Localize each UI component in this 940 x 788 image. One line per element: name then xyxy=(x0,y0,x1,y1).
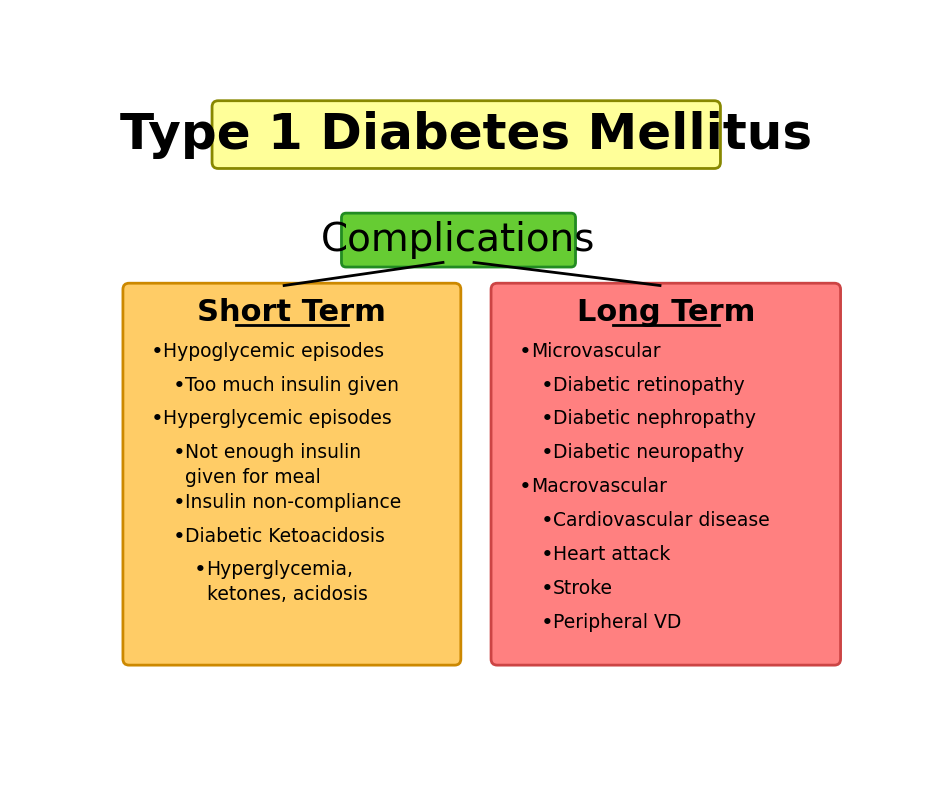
Text: Not enough insulin
given for meal: Not enough insulin given for meal xyxy=(185,444,361,487)
Text: Macrovascular: Macrovascular xyxy=(531,478,667,496)
Text: •: • xyxy=(150,410,164,429)
Text: Peripheral VD: Peripheral VD xyxy=(553,613,681,632)
Text: Hyperglycemia,
ketones, acidosis: Hyperglycemia, ketones, acidosis xyxy=(207,560,368,604)
Text: •: • xyxy=(540,376,554,396)
Text: •: • xyxy=(540,410,554,429)
Text: Stroke: Stroke xyxy=(553,579,613,598)
Text: Too much insulin given: Too much insulin given xyxy=(185,376,399,395)
Text: Type 1 Diabetes Mellitus: Type 1 Diabetes Mellitus xyxy=(120,110,812,158)
Text: Short Term: Short Term xyxy=(197,298,386,327)
Text: •: • xyxy=(173,444,185,463)
Text: Diabetic nephropathy: Diabetic nephropathy xyxy=(553,410,756,429)
Text: •: • xyxy=(519,342,532,362)
Text: •: • xyxy=(173,376,185,396)
FancyBboxPatch shape xyxy=(123,283,461,665)
FancyBboxPatch shape xyxy=(341,213,575,267)
Text: •: • xyxy=(173,526,185,547)
Text: •: • xyxy=(540,613,554,633)
Text: •: • xyxy=(540,444,554,463)
Text: Hyperglycemic episodes: Hyperglycemic episodes xyxy=(164,410,392,429)
Text: •: • xyxy=(173,492,185,513)
Text: Heart attack: Heart attack xyxy=(553,545,670,564)
Text: •: • xyxy=(540,511,554,531)
Text: Microvascular: Microvascular xyxy=(531,342,661,361)
Text: Hypoglycemic episodes: Hypoglycemic episodes xyxy=(164,342,384,361)
Text: Insulin non-compliance: Insulin non-compliance xyxy=(185,492,401,511)
FancyBboxPatch shape xyxy=(212,101,720,169)
Text: •: • xyxy=(519,478,532,497)
Text: Diabetic retinopathy: Diabetic retinopathy xyxy=(553,376,744,395)
Text: •: • xyxy=(540,579,554,599)
Text: Cardiovascular disease: Cardiovascular disease xyxy=(553,511,770,530)
Text: •: • xyxy=(150,342,164,362)
Text: Complications: Complications xyxy=(321,221,596,259)
Text: •: • xyxy=(195,560,207,581)
Text: Diabetic neuropathy: Diabetic neuropathy xyxy=(553,444,744,463)
Text: Diabetic Ketoacidosis: Diabetic Ketoacidosis xyxy=(185,526,384,545)
Text: •: • xyxy=(540,545,554,565)
Text: Long Term: Long Term xyxy=(576,298,755,327)
FancyBboxPatch shape xyxy=(491,283,840,665)
